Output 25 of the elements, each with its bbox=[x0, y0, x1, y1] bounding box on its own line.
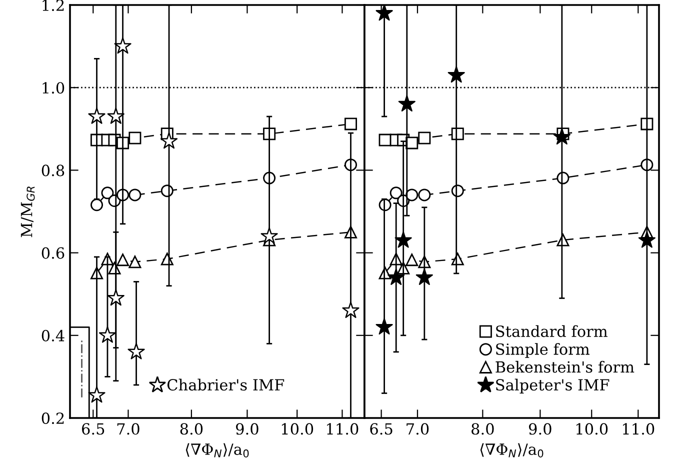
x-axis-title: ⟨∇Φ$_{N}$⟩/a$_{0}$ bbox=[480, 443, 544, 458]
y-tick-label: 0.4 bbox=[42, 330, 64, 342]
x-tick-label: 9.0 bbox=[528, 423, 552, 435]
legend-label: Bekenstein's form bbox=[496, 360, 634, 373]
y-axis-title: M/M$_{GR}$ bbox=[20, 186, 35, 238]
y-tick-label: 0.2 bbox=[42, 412, 64, 424]
x-tick-label: 10.0 bbox=[282, 423, 314, 435]
y-tick-label: 0.8 bbox=[42, 164, 64, 176]
x-tick-label: 6.5 bbox=[82, 423, 104, 435]
x-tick-label: 6.5 bbox=[370, 423, 392, 435]
x-tick-label: 8.0 bbox=[472, 423, 494, 435]
legend-label: Chabrier's IMF bbox=[167, 378, 284, 391]
y-tick-label: 0.6 bbox=[42, 247, 64, 259]
x-axis-title: ⟨∇Φ$_{N}$⟩/a$_{0}$ bbox=[186, 443, 249, 458]
x-tick-label: 9.0 bbox=[236, 423, 258, 435]
y-tick-label: 1.0 bbox=[42, 82, 64, 94]
x-tick-label: 11.0 bbox=[327, 423, 358, 435]
x-tick-label: 11.0 bbox=[623, 423, 654, 435]
x-tick-label: 8.0 bbox=[180, 423, 203, 435]
x-tick-label: 10.0 bbox=[576, 423, 608, 435]
x-tick-label: 7.0 bbox=[406, 423, 429, 435]
legend-label: Salpeter's IMF bbox=[496, 378, 610, 394]
legend-label: Standard form bbox=[496, 325, 608, 338]
x-tick-label: 7.0 bbox=[117, 423, 140, 435]
legend-label: Simple form bbox=[496, 343, 590, 358]
